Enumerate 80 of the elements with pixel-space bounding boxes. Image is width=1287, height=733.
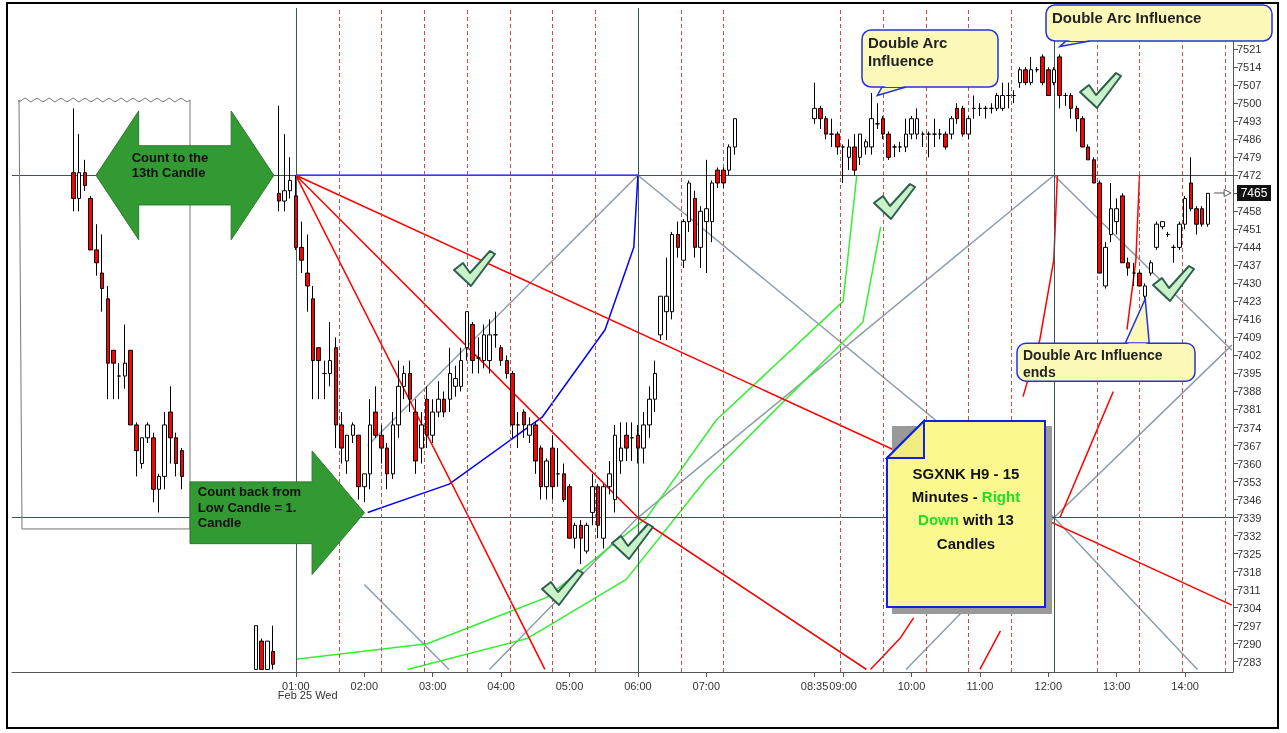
candlestick (1006, 82, 1011, 109)
y-tick-label: 7430 (1237, 277, 1262, 290)
annotation: Count to the 13th Candle (131, 149, 210, 181)
y-tick-label: 7395 (1237, 367, 1262, 380)
x-tick-label: 05:00 (555, 679, 584, 692)
y-tick-label: 7353 (1237, 475, 1262, 488)
y-tick-label: 7283 (1237, 655, 1262, 668)
y-tick-label: 7339 (1237, 511, 1262, 524)
candlestick (932, 118, 937, 148)
y-tick-label: 7514 (1237, 61, 1262, 74)
candlestick (630, 421, 634, 462)
candlestick (978, 102, 982, 117)
y-tick-label: 7423 (1237, 295, 1262, 308)
y-tick-label: 7409 (1237, 331, 1262, 344)
candlestick (926, 131, 931, 158)
y-tick-label: 7451 (1237, 223, 1262, 236)
candlestick (180, 447, 184, 490)
candlestick (1149, 259, 1153, 277)
y-tick-label: 7472 (1237, 169, 1262, 182)
y-tick-label: 7381 (1237, 403, 1262, 416)
text: SGXNK H9 - 15 Minutes - Right Down with 13 Candles (911, 464, 1021, 552)
y-tick-label: 7521 (1237, 43, 1262, 56)
y-tick-label: 7500 (1237, 97, 1262, 110)
candlestick (83, 159, 87, 192)
candlestick (983, 105, 988, 120)
candlestick (408, 360, 412, 413)
x-tick-label: 13:00 (1102, 679, 1131, 692)
annotation: Double Arc Influence (1052, 9, 1203, 27)
x-tick-label: 06:00 (624, 679, 652, 692)
candlestick (493, 311, 498, 349)
candlestick (117, 362, 121, 400)
x-tick-label: 09:00 (829, 679, 857, 692)
candlestick (1012, 89, 1016, 104)
y-tick-label: 7507 (1237, 79, 1262, 92)
y-tick-label: 7325 (1237, 547, 1262, 560)
annotation: Count back from Low Candle = 1. Candle (197, 484, 303, 531)
y-tick-label: 7360 (1237, 457, 1262, 470)
candlestick (499, 344, 503, 367)
candlestick (100, 233, 104, 313)
text: Feb 25 Wed (277, 689, 338, 701)
x-tick-label: 11:00 (966, 679, 994, 692)
candlestick (556, 447, 560, 488)
x-tick-label: 02:00 (350, 679, 379, 692)
y-tick-label: 7402 (1237, 349, 1262, 362)
y-tick-label: 7493 (1237, 115, 1262, 128)
y-tick-label: 7479 (1237, 151, 1262, 164)
candlestick (921, 131, 925, 148)
candlestick (305, 233, 310, 313)
candlestick (972, 95, 976, 120)
y-tick-label: 7374 (1237, 421, 1262, 434)
x-tick-label: 12:00 (1034, 679, 1063, 692)
y-tick-label: 7367 (1237, 439, 1262, 452)
y-tick-label: 7297 (1237, 619, 1262, 632)
x-tick-label: 14:00 (1171, 679, 1199, 692)
y-tick-label: 7290 (1237, 637, 1262, 650)
x-tick-label: 10:00 (897, 679, 926, 692)
y-tick-label: 7311 (1237, 583, 1261, 596)
y-tick-label: 7437 (1237, 259, 1262, 272)
y-tick-label: 7444 (1237, 241, 1262, 254)
candlestick (1206, 192, 1210, 228)
y-tick-label: 7416 (1237, 313, 1262, 326)
candlestick (841, 143, 845, 184)
y-tick-label: 7318 (1237, 565, 1262, 578)
y-tick-label: 7486 (1237, 133, 1262, 146)
x-tick-label: 03:00 (418, 679, 447, 692)
annotation: Double Arc Influence ends (1023, 347, 1164, 381)
x-tick-label: 07:00 (692, 679, 721, 692)
candlestick (892, 143, 897, 158)
y-tick-label: 7458 (1237, 205, 1262, 218)
y-tick-label: 7388 (1237, 385, 1262, 398)
y-tick-label: 7304 (1237, 601, 1262, 614)
x-tick-label: 01:00 (282, 679, 310, 692)
y-tick-label: 7346 (1237, 493, 1262, 506)
annotation: 7465 (1237, 185, 1271, 202)
candlestick (733, 118, 737, 156)
x-tick-label: 04:00 (487, 679, 515, 692)
annotation: Double Arc Influence (868, 34, 949, 70)
candlestick (516, 411, 520, 449)
x-tick-label: 08:35 (800, 679, 829, 692)
y-tick-label: 7332 (1237, 529, 1262, 542)
